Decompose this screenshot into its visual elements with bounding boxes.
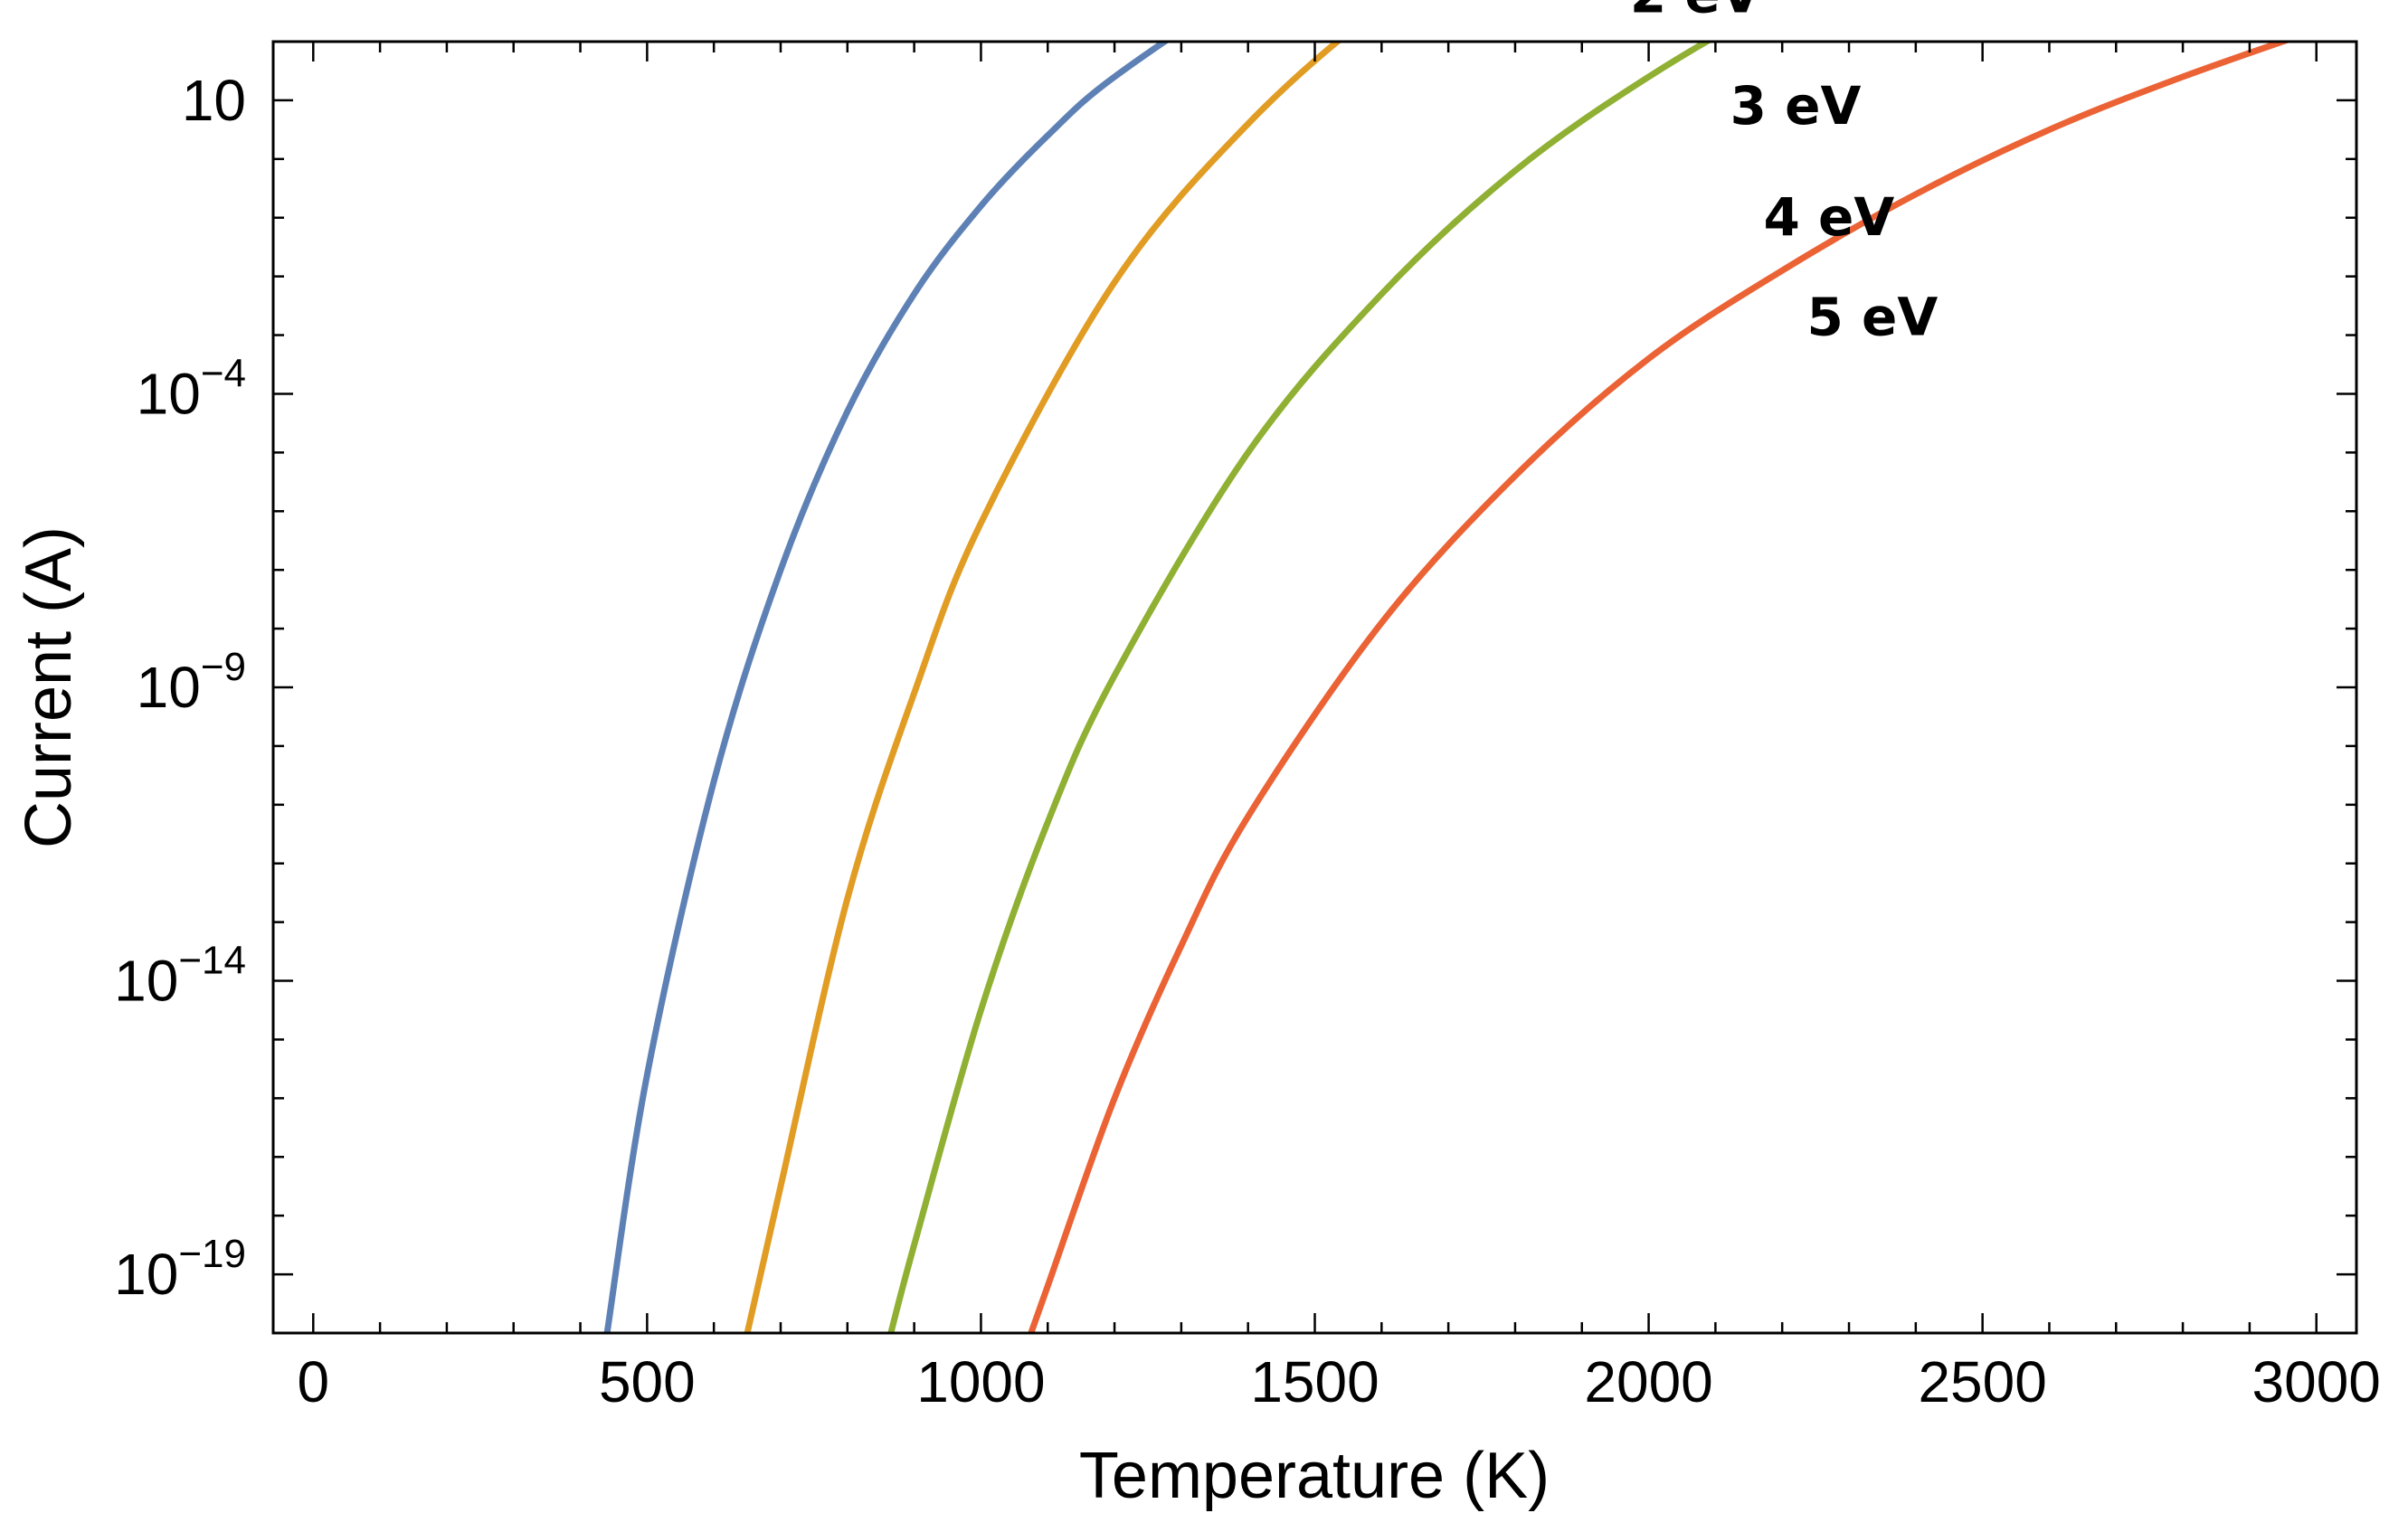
series-curves — [603, 42, 2292, 1333]
y-tick-label: 10−19 — [114, 1232, 246, 1307]
series-annotations: 2 eV 3 eV 4 eV 5 eV — [1630, 0, 1938, 348]
series-line-2ev — [603, 42, 1171, 1333]
y-tick-base: 10 — [114, 949, 178, 1014]
series-label-3ev: 3 eV — [1730, 75, 1862, 137]
x-tick-label: 2000 — [1584, 1349, 1712, 1414]
y-tick-exponent: −19 — [178, 1232, 246, 1276]
series-line-5ev — [1028, 42, 2292, 1333]
y-tick-label: 10−9 — [137, 645, 246, 720]
y-tick-base: 10 — [137, 361, 201, 426]
series-line-4ev — [887, 42, 1713, 1333]
series-line-3ev — [744, 42, 1342, 1333]
x-tick-label: 2500 — [1918, 1349, 2046, 1414]
x-tick-label: 1500 — [1250, 1349, 1379, 1414]
x-tick-label: 3000 — [2252, 1349, 2381, 1414]
x-tick-label: 500 — [599, 1349, 696, 1414]
y-tick-exponent: −9 — [201, 645, 246, 689]
y-tick-label: 10−4 — [137, 351, 246, 426]
y-tick-base: 10 — [114, 1242, 178, 1307]
y-tick-base: 10 — [182, 68, 246, 133]
y-tick-label: 10 — [182, 68, 246, 133]
y-axis-label: Current (A) — [13, 526, 85, 848]
y-tick-label: 10−14 — [114, 939, 246, 1014]
series-label-5ev: 5 eV — [1806, 287, 1938, 348]
x-tick-label: 1000 — [916, 1349, 1045, 1414]
plot-frame — [271, 40, 2358, 1335]
y-tick-base: 10 — [137, 655, 201, 720]
axis-ticks: 0 500 1000 1500 2000 2500 30001010−410−910−141… — [114, 42, 2381, 1414]
y-tick-exponent: −14 — [178, 939, 246, 983]
x-tick-label: 0 — [297, 1349, 329, 1414]
y-tick-exponent: −4 — [201, 351, 246, 395]
series-label-4ev: 4 eV — [1763, 186, 1894, 248]
series-label-2ev: 2 eV — [1630, 0, 1761, 25]
x-axis-label: Temperature (K) — [1079, 1440, 1550, 1512]
